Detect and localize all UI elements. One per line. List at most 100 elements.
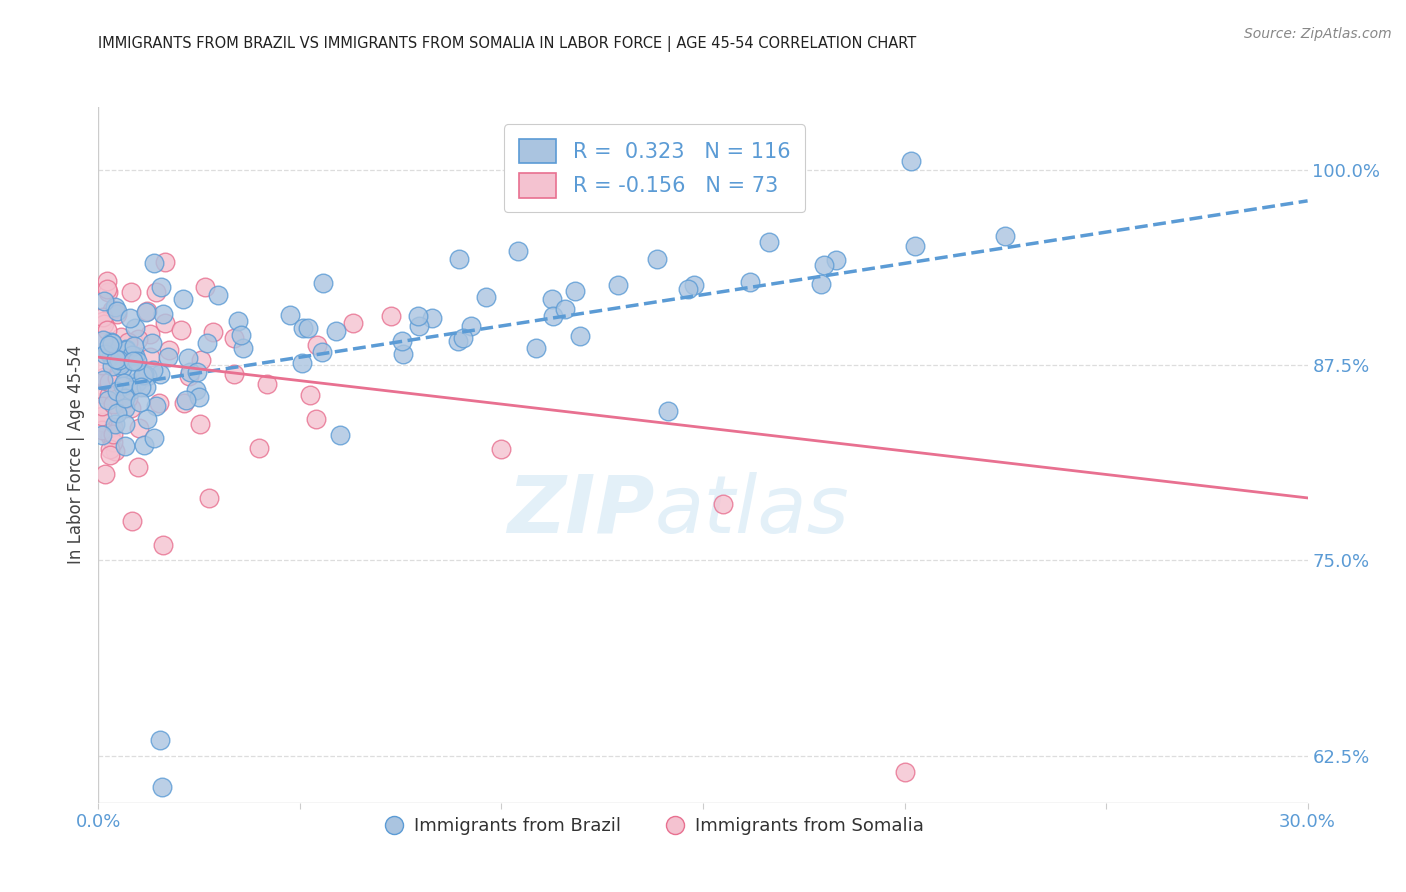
Point [101,303,124,318]
Point [93,318,115,332]
Point [475,290,498,304]
Point [112,376,135,390]
Point [179,365,201,379]
Point [904,239,927,253]
Point [98,429,121,443]
Point [188,390,211,404]
Point [91,409,114,424]
Point [148,396,170,410]
Point [711,497,734,511]
Point [98,442,121,456]
Point [278,309,301,323]
Point [134,367,156,381]
Point [207,287,229,301]
Point [380,309,402,323]
Point [101,359,124,373]
Point [758,235,780,249]
Point [135,380,157,394]
Point [91,335,114,350]
Point [97,285,120,299]
Point [132,368,155,383]
Point [100,349,122,363]
Point [98,388,121,402]
Point [607,277,630,292]
Point [91,334,114,348]
Point [101,434,124,449]
Point [120,383,142,397]
Point [96,282,118,296]
Point [120,285,142,300]
Point [170,322,193,336]
Point [132,438,155,452]
Point [153,316,176,330]
Point [893,764,915,779]
Legend: Immigrants from Brazil, Immigrants from Somalia: Immigrants from Brazil, Immigrants from … [378,810,931,842]
Text: ZIP: ZIP [508,472,655,549]
Point [460,318,482,333]
Point [91,387,114,401]
Point [121,514,143,528]
Point [96,423,118,437]
Point [117,391,139,405]
Point [201,326,224,340]
Point [114,343,136,357]
Point [124,349,146,363]
Point [142,431,165,445]
Point [110,330,132,344]
Text: atlas: atlas [655,472,849,549]
Point [292,321,315,335]
Point [152,307,174,321]
Point [408,319,430,334]
Point [107,352,129,367]
Point [145,399,167,413]
Point [508,244,530,258]
Point [104,301,127,315]
Point [121,348,143,362]
Point [127,375,149,389]
Point [135,303,157,318]
Point [149,367,172,381]
Point [91,399,114,413]
Point [135,368,157,383]
Point [392,347,415,361]
Point [127,332,149,346]
Point [91,417,114,431]
Point [825,252,848,267]
Point [256,376,278,391]
Point [325,324,347,338]
Point [564,284,586,298]
Point [107,371,129,385]
Point [247,442,270,456]
Point [94,467,117,482]
Point [108,358,131,372]
Point [157,343,180,358]
Point [112,378,135,392]
Point [105,303,128,318]
Point [105,406,128,420]
Point [104,351,127,366]
Point [676,283,699,297]
Point [152,538,174,552]
Point [91,416,114,430]
Point [96,274,118,288]
Point [122,338,145,352]
Point [173,396,195,410]
Point [91,358,114,372]
Point [101,427,124,442]
Point [194,280,217,294]
Point [97,338,120,352]
Point [342,316,364,330]
Point [136,412,159,426]
Point [569,329,592,343]
Point [195,336,218,351]
Point [491,442,513,456]
Point [93,370,115,384]
Point [143,255,166,269]
Point [312,277,335,291]
Point [114,391,136,405]
Point [139,326,162,341]
Point [179,368,201,383]
Point [305,412,328,426]
Point [98,375,121,389]
Point [149,279,172,293]
